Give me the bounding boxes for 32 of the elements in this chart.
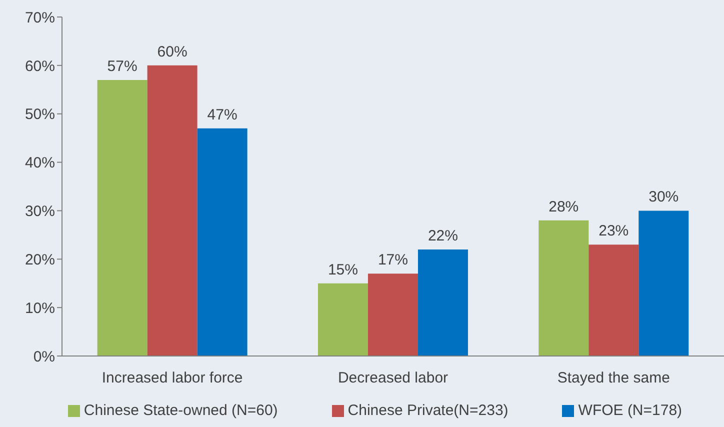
bar bbox=[368, 274, 418, 356]
y-tick-label: 60% bbox=[24, 58, 55, 75]
data-label: 23% bbox=[598, 222, 629, 240]
bar bbox=[418, 249, 468, 356]
data-label: 60% bbox=[157, 43, 188, 60]
x-tick-label: Stayed the same bbox=[557, 370, 670, 387]
y-tick-label: 40% bbox=[24, 154, 55, 172]
data-label: 22% bbox=[428, 227, 458, 244]
bar bbox=[97, 80, 148, 356]
x-tick-label: Decreased labor bbox=[338, 370, 448, 387]
bar bbox=[318, 283, 368, 356]
bar bbox=[638, 210, 689, 356]
data-label: 17% bbox=[378, 252, 408, 269]
data-label: 28% bbox=[548, 198, 579, 216]
data-label: 57% bbox=[107, 58, 138, 75]
y-tick-label: 20% bbox=[24, 251, 55, 268]
bar bbox=[197, 128, 248, 356]
x-tick-label: Increased labor force bbox=[102, 370, 243, 387]
bar bbox=[588, 244, 639, 356]
legend-label: Chinese State-owned (N=60) bbox=[84, 402, 278, 419]
bar bbox=[538, 220, 589, 356]
y-tick-label: 0% bbox=[33, 348, 55, 366]
bar bbox=[147, 65, 198, 356]
legend-label: Chinese Private(N=233) bbox=[348, 402, 508, 419]
legend-label: WFOE (N=178) bbox=[578, 402, 682, 419]
data-label: 30% bbox=[648, 188, 679, 206]
data-label: 15% bbox=[328, 261, 358, 278]
y-tick-label: 70% bbox=[24, 9, 55, 26]
y-tick-label: 50% bbox=[24, 106, 55, 124]
y-tick-label: 10% bbox=[24, 300, 55, 317]
y-tick-label: 30% bbox=[24, 203, 55, 220]
data-label: 47% bbox=[207, 106, 238, 124]
